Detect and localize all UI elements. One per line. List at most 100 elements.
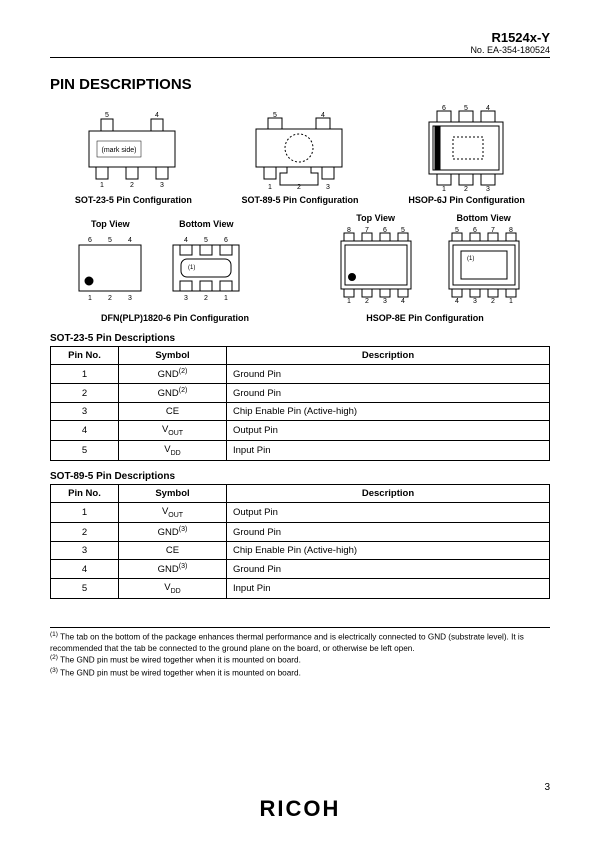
svg-text:3: 3 (486, 186, 490, 191)
sot895-svg: 5 4 1 2 3 (240, 111, 360, 191)
cell-symbol: VDD (119, 441, 227, 461)
svg-text:1: 1 (224, 295, 228, 302)
svg-text:2: 2 (464, 186, 468, 191)
cell-symbol: CE (119, 403, 227, 421)
table-row: 3CEChip Enable Pin (Active-high) (51, 542, 550, 560)
svg-text:1: 1 (347, 298, 351, 303)
svg-text:3: 3 (473, 298, 477, 303)
cell-desc: Ground Pin (227, 365, 550, 384)
svg-text:(1): (1) (467, 256, 474, 262)
svg-text:4: 4 (184, 237, 188, 244)
svg-text:3: 3 (160, 182, 164, 189)
table1-title: SOT-23-5 Pin Descriptions (50, 333, 550, 344)
table-row: 1VOUTOutput Pin (51, 503, 550, 523)
svg-text:5: 5 (108, 237, 112, 244)
svg-text:4: 4 (155, 112, 159, 119)
cell-desc: Input Pin (227, 441, 550, 461)
table-header-row: Pin No. Symbol Description (51, 347, 550, 365)
cell-desc: Ground Pin (227, 522, 550, 541)
dfn-top-label: Top View (71, 219, 149, 229)
table-row: 1GND(2)Ground Pin (51, 365, 550, 384)
dfn-top-svg: 6 5 4 1 2 3 (71, 233, 149, 303)
svg-text:2: 2 (130, 182, 134, 189)
svg-text:6: 6 (383, 227, 387, 234)
sot235-svg: 5 4 1 2 3 (mark side) (73, 111, 193, 191)
table-row: 4GND(3)Ground Pin (51, 560, 550, 579)
sot235-caption: SOT-23-5 Pin Configuration (73, 195, 193, 205)
footnotes: (1) The tab on the bottom of the package… (50, 627, 550, 679)
cell-desc: Output Pin (227, 421, 550, 441)
hsop8e-bottom-svg: (1) 5 6 7 8 4 3 2 1 (439, 227, 529, 303)
hsop6j-caption: HSOP-6J Pin Configuration (407, 195, 527, 205)
svg-text:2: 2 (491, 298, 495, 303)
svg-text:2: 2 (108, 295, 112, 302)
doc-number: No. EA-354-180524 (50, 45, 550, 55)
table-row: 4VOUTOutput Pin (51, 421, 550, 441)
cell-symbol: VOUT (119, 503, 227, 523)
brand-logo: RICOH (50, 796, 550, 822)
svg-text:8: 8 (509, 227, 513, 234)
table-header-row: Pin No. Symbol Description (51, 485, 550, 503)
table2-title: SOT-89-5 Pin Descriptions (50, 471, 550, 482)
svg-text:3: 3 (184, 295, 188, 302)
cell-desc: Output Pin (227, 503, 550, 523)
table-sot235: Pin No. Symbol Description 1GND(2)Ground… (50, 346, 550, 461)
th-pin: Pin No. (51, 485, 119, 503)
svg-text:4: 4 (321, 112, 325, 119)
svg-text:6: 6 (442, 105, 446, 112)
svg-text:2: 2 (365, 298, 369, 303)
svg-text:1: 1 (509, 298, 513, 303)
svg-text:3: 3 (326, 184, 330, 191)
svg-text:4: 4 (455, 298, 459, 303)
th-desc: Description (227, 485, 550, 503)
svg-text:1: 1 (100, 182, 104, 189)
cell-desc: Ground Pin (227, 384, 550, 403)
cell-desc: Chip Enable Pin (Active-high) (227, 403, 550, 421)
cell-symbol: VOUT (119, 421, 227, 441)
table-row: 2GND(2)Ground Pin (51, 384, 550, 403)
svg-text:6: 6 (473, 227, 477, 234)
cell-desc: Chip Enable Pin (Active-high) (227, 542, 550, 560)
dfn-bottom-label: Bottom View (167, 219, 245, 229)
section-title: PIN DESCRIPTIONS (50, 76, 550, 93)
table-row: 5VDDInput Pin (51, 579, 550, 599)
svg-text:(mark side): (mark side) (102, 147, 137, 154)
cell-symbol: GND(2) (119, 384, 227, 403)
table-row: 3CEChip Enable Pin (Active-high) (51, 403, 550, 421)
table-row: 5VDDInput Pin (51, 441, 550, 461)
svg-text:5: 5 (455, 227, 459, 234)
svg-text:1: 1 (442, 186, 446, 191)
svg-text:5: 5 (273, 112, 277, 119)
cell-pin: 1 (51, 503, 119, 523)
cell-pin: 5 (51, 441, 119, 461)
svg-text:5: 5 (401, 227, 405, 234)
page-number: 3 (50, 782, 550, 793)
sot895-caption: SOT-89-5 Pin Configuration (240, 195, 360, 205)
footer: 3 RICOH (50, 782, 550, 822)
svg-text:8: 8 (347, 227, 351, 234)
cell-pin: 2 (51, 522, 119, 541)
svg-text:1: 1 (268, 184, 272, 191)
hsop8e-top-label: Top View (331, 213, 421, 223)
svg-text:4: 4 (128, 237, 132, 244)
th-pin: Pin No. (51, 347, 119, 365)
th-desc: Description (227, 347, 550, 365)
footnote-1: (1) The tab on the bottom of the package… (50, 631, 550, 654)
svg-text:2: 2 (204, 295, 208, 302)
sot235-block: 5 4 1 2 3 (mark side) SOT-23-5 Pin Confi… (73, 111, 193, 205)
svg-text:4: 4 (401, 298, 405, 303)
svg-text:3: 3 (128, 295, 132, 302)
sot895-block: 5 4 1 2 3 SOT-89-5 Pin Configuration (240, 111, 360, 205)
hsop6j-block: 6 5 4 1 2 3 HSOP-6J Pin Configuration (407, 105, 527, 205)
hsop8e-block: Top View 8 (331, 213, 529, 303)
svg-text:6: 6 (224, 237, 228, 244)
footnote-3: (3) The GND pin must be wired together w… (50, 667, 550, 679)
hsop6j-svg: 6 5 4 1 2 3 (407, 105, 527, 191)
cell-desc: Ground Pin (227, 560, 550, 579)
svg-text:1: 1 (88, 295, 92, 302)
hsop8e-top-svg: 8 7 6 5 1 2 3 4 (331, 227, 421, 303)
cell-pin: 4 (51, 421, 119, 441)
th-symbol: Symbol (119, 347, 227, 365)
svg-text:3: 3 (383, 298, 387, 303)
svg-text:(1): (1) (188, 265, 195, 271)
